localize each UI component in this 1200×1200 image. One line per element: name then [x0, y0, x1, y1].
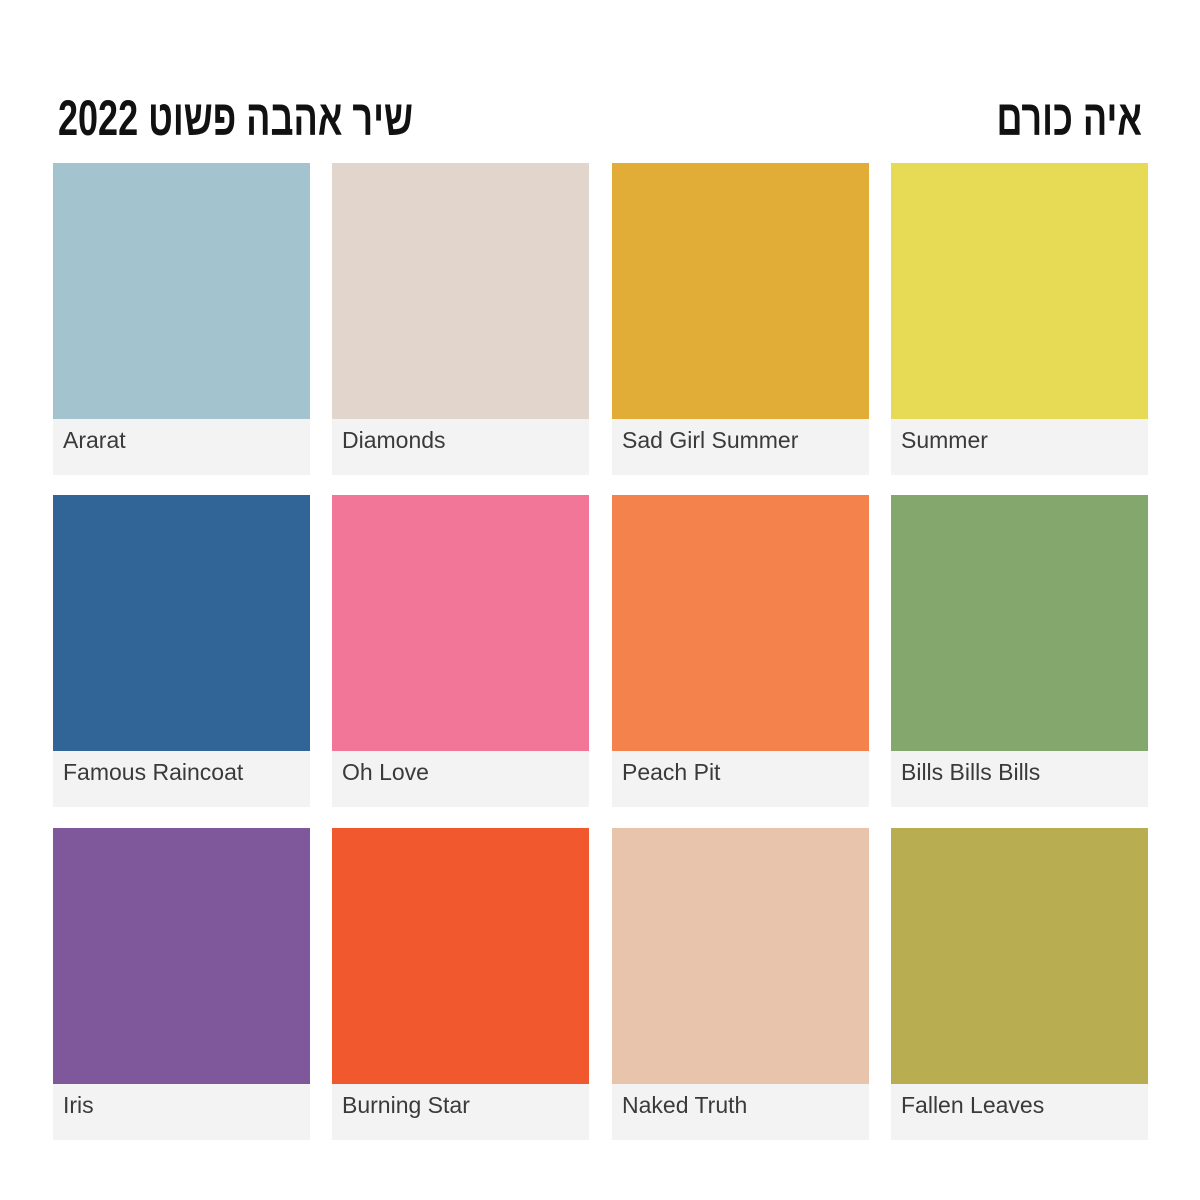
swatch-label: Summer: [901, 427, 988, 453]
color-swatch-card: Sad Girl Summer: [612, 163, 869, 475]
color-swatch: [612, 828, 869, 1084]
swatch-label: Naked Truth: [622, 1092, 748, 1118]
color-swatch: [612, 163, 869, 419]
color-swatch: [332, 828, 589, 1084]
color-swatch-card: Fallen Leaves: [891, 828, 1148, 1140]
color-swatch-card: Diamonds: [332, 163, 589, 475]
swatch-label: Oh Love: [342, 759, 429, 785]
color-swatch: [332, 163, 589, 419]
swatch-label: Peach Pit: [622, 759, 721, 785]
album-title: שיר אהבה פשוט 2022: [58, 90, 414, 146]
swatch-label: Iris: [63, 1092, 94, 1118]
color-swatch-card: Naked Truth: [612, 828, 869, 1140]
color-swatch-card: Bills Bills Bills: [891, 495, 1148, 807]
artist-name: איה כורם: [996, 90, 1142, 146]
color-swatch-card: Burning Star: [332, 828, 589, 1140]
color-swatch: [53, 828, 310, 1084]
color-swatch-card: Ararat: [53, 163, 310, 475]
color-swatch: [891, 828, 1148, 1084]
color-swatch: [53, 495, 310, 751]
swatch-label: Burning Star: [342, 1092, 470, 1118]
swatch-label: Ararat: [63, 427, 126, 453]
color-swatch: [891, 495, 1148, 751]
color-swatch: [612, 495, 869, 751]
swatch-label: Fallen Leaves: [901, 1092, 1045, 1118]
color-swatch-card: Famous Raincoat: [53, 495, 310, 807]
swatch-label: Bills Bills Bills: [901, 759, 1041, 785]
color-swatch: [891, 163, 1148, 419]
swatch-label: Diamonds: [342, 427, 446, 453]
color-swatch: [53, 163, 310, 419]
color-swatch-card: Oh Love: [332, 495, 589, 807]
color-swatch-card: Iris: [53, 828, 310, 1140]
color-swatch-card: Peach Pit: [612, 495, 869, 807]
color-swatch-card: Summer: [891, 163, 1148, 475]
swatch-label: Famous Raincoat: [63, 759, 244, 785]
color-swatch: [332, 495, 589, 751]
swatch-label: Sad Girl Summer: [622, 427, 799, 453]
